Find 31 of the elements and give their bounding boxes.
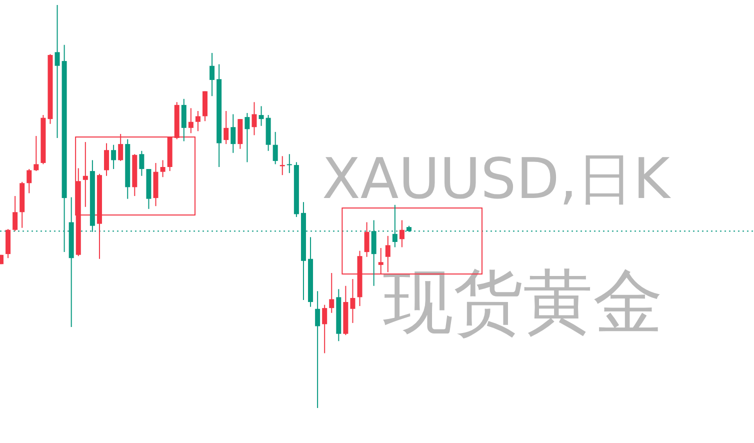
candlestick: [111, 144, 116, 170]
candlestick: [139, 150, 144, 176]
candlestick: [195, 110, 200, 132]
candlestick: [252, 102, 257, 136]
candlestick: [364, 222, 370, 258]
candlestick: [118, 133, 124, 162]
candlestick: [12, 196, 18, 232]
candlestick: [329, 272, 334, 314]
candlestick: [26, 168, 32, 194]
text: XAUUSD,日K: [322, 147, 672, 212]
candlestick: [181, 98, 186, 142]
candlestick: [322, 304, 328, 354]
candlestick: [210, 52, 215, 97]
text: 现货黄金: [383, 261, 663, 343]
candlestick: [34, 135, 39, 172]
candlestick: [399, 220, 404, 248]
candlestick: [378, 248, 384, 275]
candlestick: [350, 278, 356, 324]
candlestick: [224, 110, 229, 145]
candlestick: [244, 112, 250, 163]
candlestick: [160, 160, 166, 178]
candlestick: [188, 108, 194, 134]
candlestick: [258, 106, 264, 126]
candlestick: [315, 290, 320, 408]
candlestick: [230, 114, 236, 154]
candlestick: [82, 142, 88, 208]
candlestick: [104, 142, 110, 176]
candlestick: [272, 131, 278, 165]
candlestick: [54, 4, 60, 138]
candlestick: [385, 235, 390, 273]
candlestick: [286, 154, 292, 174]
